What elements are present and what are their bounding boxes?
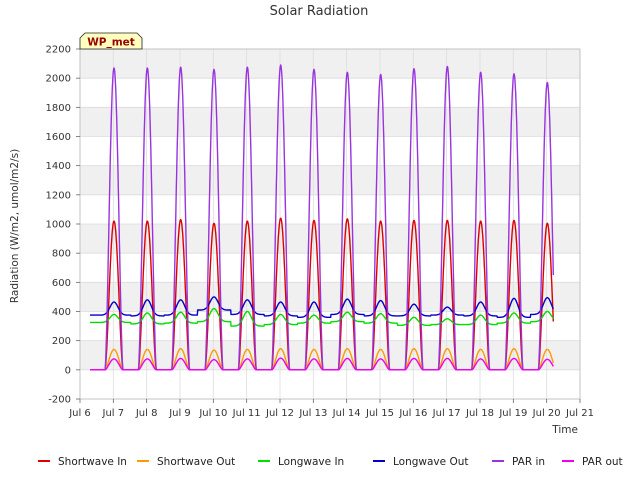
legend-label: Shortwave Out [157, 456, 235, 468]
chart-title: Solar Radiation [270, 4, 369, 19]
x-tick-label: Jul 8 [135, 408, 158, 419]
y-tick-label: 0 [65, 365, 71, 376]
x-tick-label: Jul 21 [565, 408, 594, 419]
legend-item: Longwave In [258, 456, 344, 468]
legend: Shortwave In Shortwave Out Longwave In Long… [38, 456, 623, 468]
x-tick-label: Jul 16 [398, 408, 427, 419]
x-tick-label: Jul 6 [68, 408, 91, 419]
x-tick-label: Jul 10 [198, 408, 227, 419]
background-band [80, 49, 580, 79]
y-tick-label: 400 [52, 307, 71, 318]
legend-item: PAR out [562, 456, 623, 468]
background-band [80, 224, 580, 254]
legend-item: Longwave Out [373, 456, 468, 468]
series-lines [89, 64, 554, 371]
series-line [89, 357, 554, 371]
y-tick-label: 1200 [46, 190, 71, 201]
annotation-label: WP_met [87, 37, 135, 49]
y-axis-label: Radiation (W/m2, umol/m2/s) [9, 149, 21, 303]
series-line [89, 296, 554, 318]
y-tick-label: 800 [52, 249, 71, 260]
background-band [80, 282, 580, 312]
annotation-box: WP_met [79, 32, 143, 50]
y-tick-label: 200 [52, 336, 71, 347]
background-band [80, 340, 580, 370]
tick-labels: -200 0 200 400 600 800 1000 1200 1400 1600 1800 200… [46, 45, 594, 420]
y-tick-label: 1000 [46, 220, 71, 231]
y-tick-label: 1600 [46, 132, 71, 143]
x-tick-label: Jul 11 [232, 408, 261, 419]
legend-label: Longwave Out [393, 456, 468, 468]
x-tick-label: Jul 7 [102, 408, 125, 419]
background-band [80, 107, 580, 137]
x-axis-label: Time [551, 424, 578, 436]
x-tick-label: Jul 19 [498, 408, 527, 419]
legend-label: Shortwave In [58, 456, 127, 468]
legend-item: PAR in [492, 456, 545, 468]
x-tick-label: Jul 18 [465, 408, 494, 419]
y-tick-label: 1400 [46, 161, 71, 172]
y-tick-label: 2000 [46, 74, 71, 85]
x-tick-label: Jul 12 [265, 408, 294, 419]
x-tick-label: Jul 17 [432, 408, 461, 419]
legend-item: Shortwave Out [137, 456, 235, 468]
legend-label: PAR in [512, 456, 545, 468]
y-tick-label: 600 [52, 278, 71, 289]
x-tick-label: Jul 20 [532, 408, 561, 419]
y-tick-label: 1800 [46, 103, 71, 114]
x-tick-label: Jul 13 [298, 408, 327, 419]
legend-label: Longwave In [278, 456, 344, 468]
legend-label: PAR out [582, 456, 623, 468]
y-tick-label: -200 [48, 395, 71, 406]
x-tick-label: Jul 15 [365, 408, 394, 419]
background-band [80, 165, 580, 195]
legend-item: Shortwave In [38, 456, 127, 468]
x-tick-label: Jul 14 [332, 408, 361, 419]
x-tick-label: Jul 9 [168, 408, 191, 419]
y-tick-label: 2200 [46, 45, 71, 56]
